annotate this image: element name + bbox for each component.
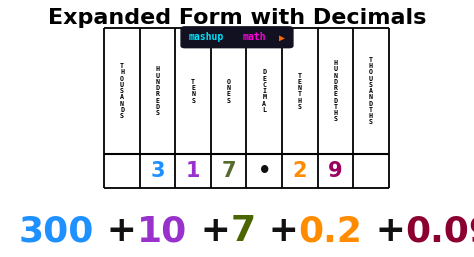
Text: 10: 10	[137, 214, 188, 248]
Text: Expanded Form with Decimals: Expanded Form with Decimals	[48, 8, 426, 28]
Text: 7: 7	[230, 214, 255, 248]
Text: +: +	[94, 214, 137, 248]
Text: 9: 9	[328, 161, 343, 181]
Text: T
E
N
S: T E N S	[191, 79, 195, 104]
Text: •: •	[257, 161, 271, 181]
Text: H
U
N
D
R
E
D
T
H
S: H U N D R E D T H S	[333, 60, 337, 122]
Text: +: +	[188, 214, 230, 248]
Text: T
E
N
T
H
S: T E N T H S	[298, 73, 302, 110]
Text: ▶: ▶	[279, 32, 284, 42]
Text: +: +	[255, 214, 299, 248]
Text: 2: 2	[292, 161, 307, 181]
Text: 0.09: 0.09	[406, 214, 474, 248]
Text: O
N
E
S: O N E S	[227, 79, 231, 104]
Text: 1: 1	[186, 161, 201, 181]
Text: T
H
O
U
S
A
N
D
S: T H O U S A N D S	[120, 63, 124, 119]
FancyBboxPatch shape	[181, 27, 293, 48]
Text: 7: 7	[221, 161, 236, 181]
Text: H
U
N
D
R
E
D
S: H U N D R E D S	[155, 66, 160, 116]
Text: math: math	[243, 32, 266, 42]
Text: 3: 3	[150, 161, 165, 181]
Text: mashup: mashup	[189, 32, 224, 42]
Text: D
E
C
I
M
A
L: D E C I M A L	[262, 69, 266, 113]
Text: +: +	[363, 214, 406, 248]
Text: T
H
O
U
S
A
N
D
T
H
S: T H O U S A N D T H S	[369, 57, 373, 125]
Text: 0.2: 0.2	[299, 214, 363, 248]
Text: 300: 300	[19, 214, 94, 248]
